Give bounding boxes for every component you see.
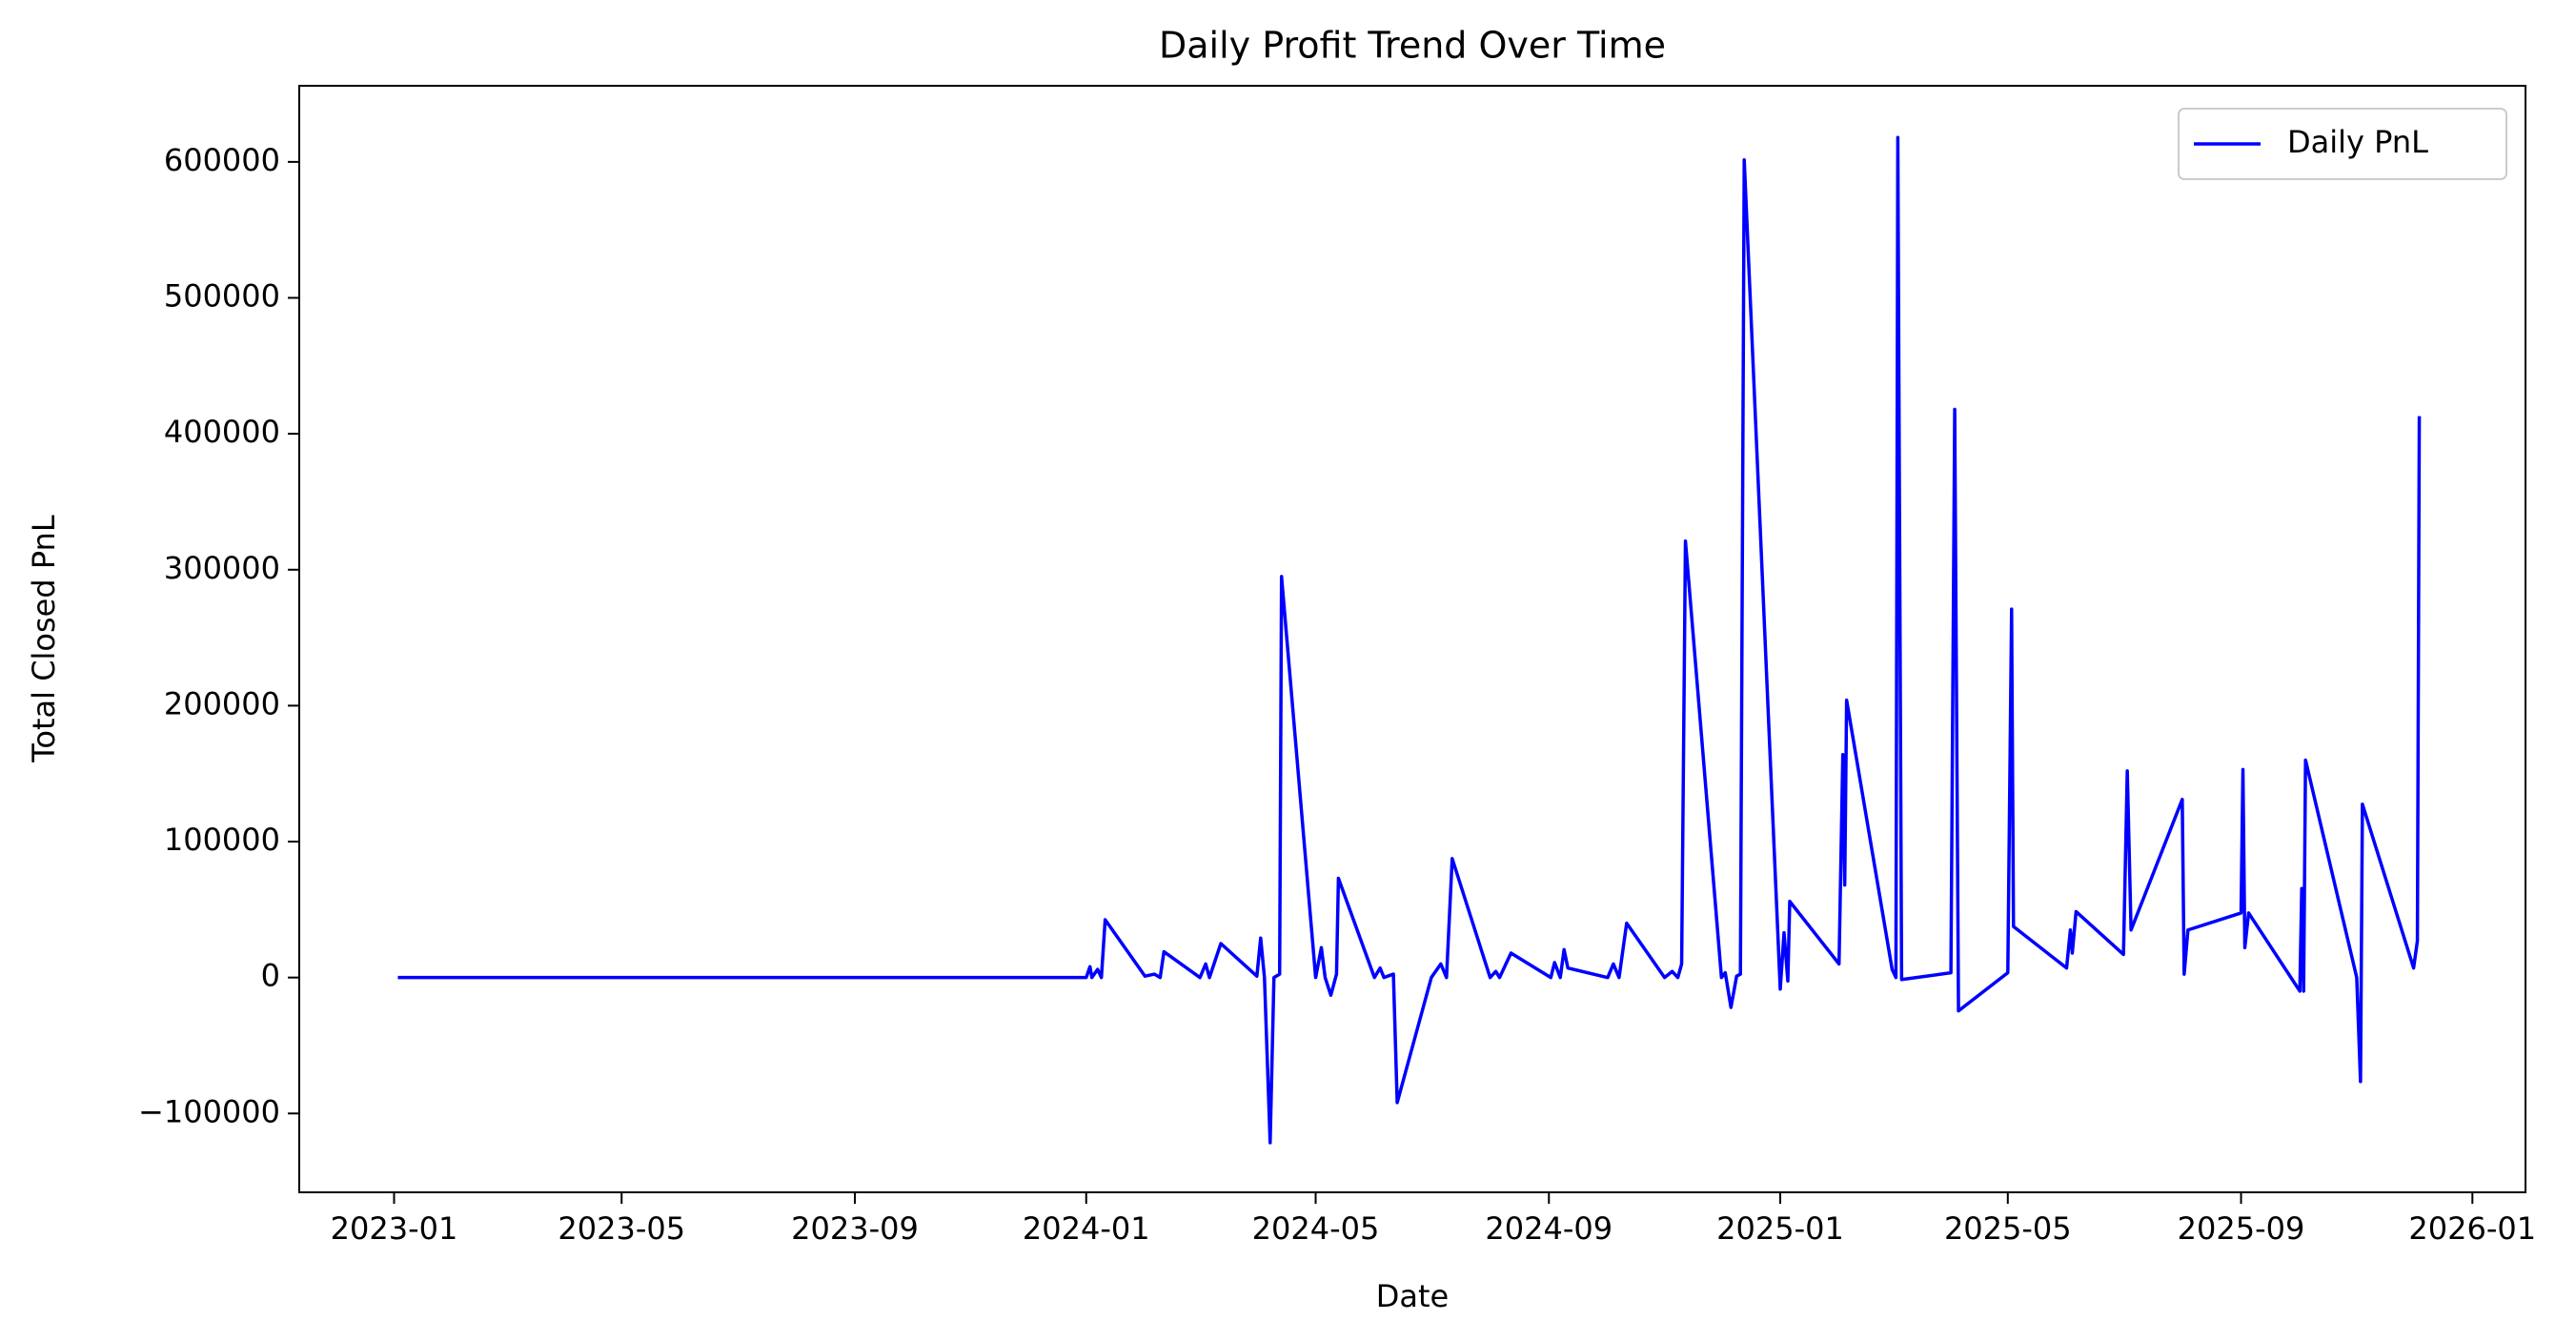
data-line	[397, 135, 2422, 1145]
x-tick-label: 2025-01	[1716, 1210, 1844, 1247]
y-tick-label: 300000	[164, 550, 280, 586]
x-tick-label: 2024-05	[1252, 1210, 1380, 1247]
x-tick-label: 2026-01	[2408, 1210, 2536, 1247]
x-axis-label: Date	[1376, 1278, 1449, 1314]
x-tick-label: 2025-05	[1944, 1210, 2072, 1247]
y-tick-label: 600000	[164, 142, 280, 178]
axes-frame	[298, 85, 2526, 1193]
chart-title: Daily Profit Trend Over Time	[1159, 25, 1666, 67]
x-tick-label: 2023-01	[331, 1210, 458, 1247]
x-tick-label: 2025-09	[2178, 1210, 2305, 1247]
x-tick-label: 2023-05	[558, 1210, 685, 1247]
y-tick-label: 100000	[164, 822, 280, 858]
x-tick-label: 2023-09	[791, 1210, 919, 1247]
legend-label: Daily PnL	[2287, 124, 2428, 160]
y-tick-label: 200000	[164, 685, 280, 721]
x-tick-label: 2024-09	[1485, 1210, 1613, 1247]
y-tick-label: −100000	[138, 1093, 280, 1129]
legend-box	[2178, 108, 2507, 180]
y-tick-label: 500000	[164, 278, 280, 315]
y-axis-label: Total Closed PnL	[26, 515, 62, 763]
y-tick-label: 0	[261, 958, 280, 994]
y-tick-label: 400000	[164, 414, 280, 450]
x-tick-label: 2024-01	[1023, 1210, 1150, 1247]
